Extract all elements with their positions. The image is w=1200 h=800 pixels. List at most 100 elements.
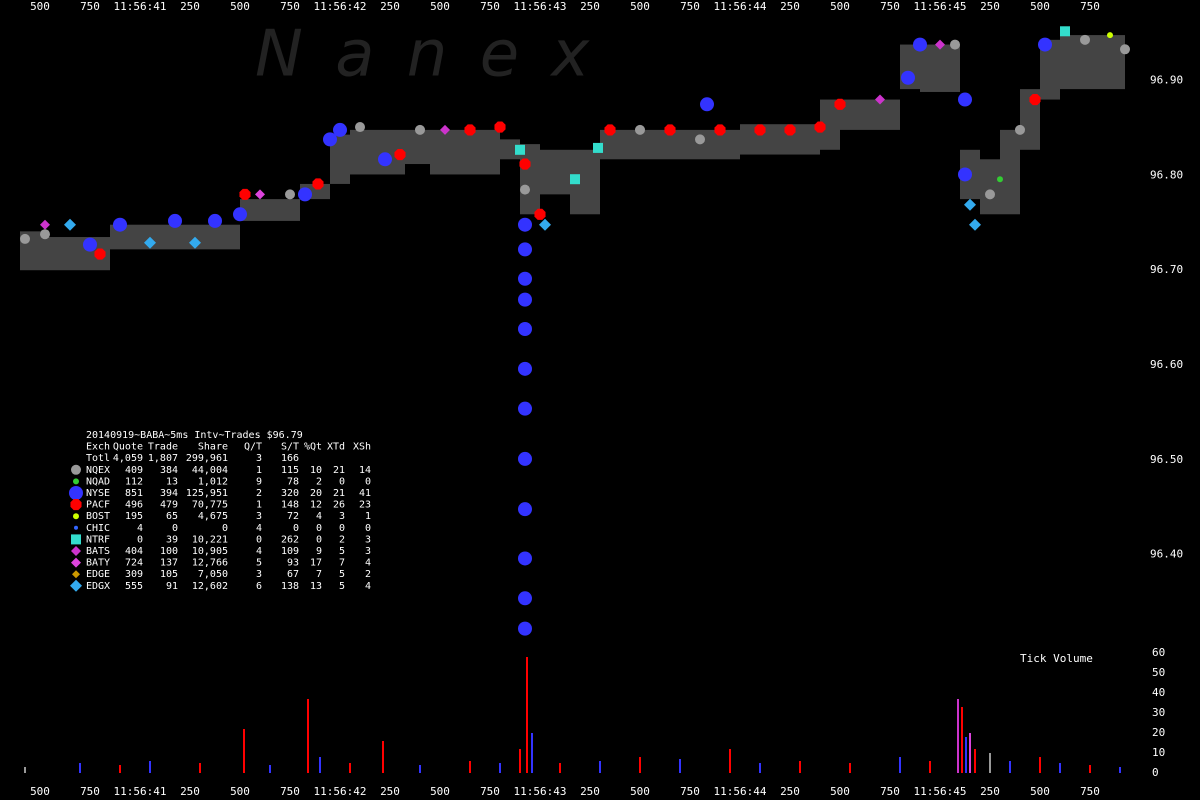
volume-bar <box>499 763 501 773</box>
trade-point <box>1107 32 1113 39</box>
trade-point <box>440 124 450 135</box>
x-tick-label: 750 <box>1080 785 1100 798</box>
volume-bar <box>1059 763 1061 773</box>
x-tick-label: 750 <box>680 785 700 798</box>
volume-bar <box>469 761 471 773</box>
table-cell: 125,951 <box>186 488 228 499</box>
table-cell: BOST <box>86 511 110 522</box>
x-tick-label: 250 <box>980 785 1000 798</box>
trade-point <box>518 217 532 232</box>
volume-bar <box>243 729 245 773</box>
legend-symbol <box>70 499 82 511</box>
trade-point <box>1038 37 1052 52</box>
x-tick-label: 250 <box>780 0 800 13</box>
table-cell: XSh <box>353 442 371 453</box>
legend-symbol <box>71 464 81 475</box>
volume-bar <box>269 765 271 773</box>
x-tick-label: 11:56:42 <box>314 785 367 798</box>
table-cell: 13 <box>310 581 322 592</box>
trade-point <box>323 132 337 147</box>
table-cell: 2 <box>339 534 345 545</box>
table-cell: 404 <box>125 546 143 557</box>
x-tick-label: 750 <box>880 785 900 798</box>
volume-tick-label: 50 <box>1152 666 1165 679</box>
table-cell: 0 <box>316 534 322 545</box>
x-tick-label: 750 <box>480 785 500 798</box>
y-tick-label: 96.70 <box>1150 263 1183 276</box>
table-title: 20140919~BABA~5ms Intv~Trades $96.79 <box>86 430 303 441</box>
trade-point <box>913 37 927 52</box>
x-tick-label: 11:56:44 <box>714 785 767 798</box>
trade-point <box>518 591 532 606</box>
x-tick-label: 500 <box>230 0 250 13</box>
table-cell: 14 <box>359 465 371 476</box>
x-tick-label: 750 <box>280 785 300 798</box>
table-cell: EDGX <box>86 581 110 592</box>
table-cell: 496 <box>125 500 143 511</box>
trade-point <box>1120 44 1130 55</box>
volume-bar <box>531 733 533 773</box>
spread-block <box>405 129 430 165</box>
table-cell: 26 <box>333 500 345 511</box>
y-tick-label: 96.60 <box>1150 358 1183 371</box>
table-cell: Exch <box>86 442 110 453</box>
table-cell: 479 <box>160 500 178 511</box>
trade-point <box>570 174 580 185</box>
table-cell: 7 <box>339 558 345 569</box>
table-cell: BATS <box>86 546 110 557</box>
table-cell: 41 <box>359 488 371 499</box>
trade-point <box>518 242 532 257</box>
legend-symbol <box>72 570 80 579</box>
table-cell: 137 <box>160 558 178 569</box>
legend-symbol <box>69 486 83 500</box>
table-cell: 13 <box>166 476 178 487</box>
trade-point <box>189 236 201 249</box>
table-cell: 70,775 <box>192 500 228 511</box>
x-tick-label: 500 <box>830 0 850 13</box>
table-cell: 1,807 <box>148 453 178 464</box>
table-cell: 9 <box>256 476 262 487</box>
table-cell: 2 <box>316 476 322 487</box>
table-cell: Share <box>198 442 228 453</box>
trade-point <box>635 124 645 135</box>
spread-block <box>1040 39 1060 100</box>
table-cell: 20 <box>310 488 322 499</box>
x-tick-label: 250 <box>380 785 400 798</box>
table-cell: 409 <box>125 465 143 476</box>
table-cell: 7,050 <box>198 569 228 580</box>
trade-point <box>958 92 972 107</box>
table-cell: 138 <box>281 581 299 592</box>
x-tick-label: 11:56:41 <box>114 0 167 13</box>
trade-point <box>83 237 97 252</box>
table-cell: 724 <box>125 558 143 569</box>
trade-point <box>664 124 676 136</box>
table-cell: 0 <box>365 523 371 534</box>
volume-bar <box>1039 757 1041 773</box>
y-tick-label: 96.80 <box>1150 168 1183 181</box>
trade-point <box>239 188 251 200</box>
legend-symbol <box>71 534 81 545</box>
legend-symbol <box>73 478 79 485</box>
table-cell: 166 <box>281 453 299 464</box>
volume-tick-label: 30 <box>1152 706 1165 719</box>
volume-bar <box>679 759 681 773</box>
trade-point <box>969 218 981 231</box>
table-cell: NQEX <box>86 465 110 476</box>
x-tick-label: 250 <box>180 0 200 13</box>
x-tick-label: 750 <box>80 0 100 13</box>
table-cell: NTRF <box>86 534 110 545</box>
table-cell: 105 <box>160 569 178 580</box>
table-cell: 195 <box>125 511 143 522</box>
volume-bar <box>849 763 851 773</box>
trade-point <box>333 122 347 137</box>
trade-point <box>964 198 976 211</box>
trade-point <box>208 213 222 228</box>
x-tick-label: 500 <box>430 0 450 13</box>
legend-symbol <box>71 546 81 556</box>
trade-point <box>700 97 714 112</box>
table-cell: 3 <box>365 546 371 557</box>
x-tick-label: 750 <box>1080 0 1100 13</box>
table-cell: 0 <box>365 476 371 487</box>
table-cell: EDGE <box>86 569 110 580</box>
